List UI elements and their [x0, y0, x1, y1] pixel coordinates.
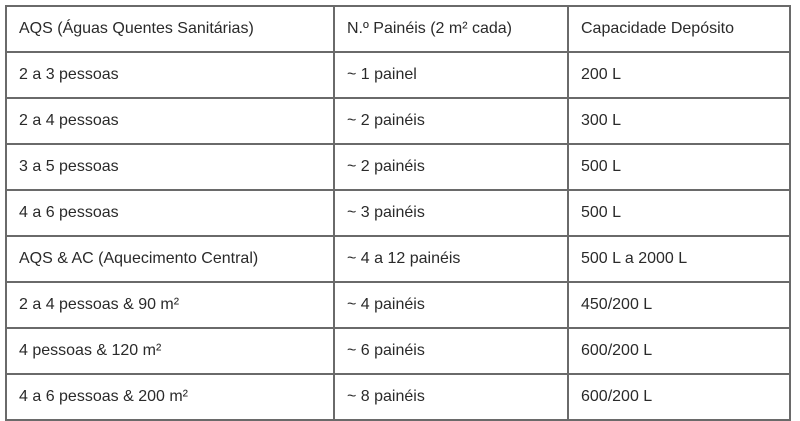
table-cell: ~ 4 painéis	[333, 281, 569, 329]
table-cell: 3 a 5 pessoas	[5, 143, 335, 191]
table-cell: ~ 6 painéis	[333, 327, 569, 375]
table-row: 2 a 4 pessoas ~ 2 painéis 300 L	[5, 97, 791, 145]
table-row: 4 a 6 pessoas & 200 m² ~ 8 painéis 600/200…	[5, 373, 791, 421]
table-cell: ~ 8 painéis	[333, 373, 569, 421]
table-cell: ~ 3 painéis	[333, 189, 569, 237]
table-row: 2 a 4 pessoas & 90 m² ~ 4 painéis 450/200 …	[5, 281, 791, 329]
table-cell: 450/200 L	[567, 281, 791, 329]
table-cell: 4 a 6 pessoas	[5, 189, 335, 237]
table-body: AQS (Águas Quentes Sanitárias) N.º Painéi…	[5, 5, 791, 421]
table-row: 4 a 6 pessoas ~ 3 painéis 500 L	[5, 189, 791, 237]
header-cell: Capacidade Depósito	[567, 5, 791, 53]
table-cell: 2 a 4 pessoas & 90 m²	[5, 281, 335, 329]
table-cell: AQS & AC (Aquecimento Central)	[5, 235, 335, 283]
solar-table: AQS (Águas Quentes Sanitárias) N.º Painéi…	[5, 5, 791, 421]
table-cell: 600/200 L	[567, 327, 791, 375]
table-cell: 300 L	[567, 97, 791, 145]
table-cell: 500 L a 2000 L	[567, 235, 791, 283]
table-cell: 2 a 3 pessoas	[5, 51, 335, 99]
table-row: 4 pessoas & 120 m² ~ 6 painéis 600/200 L	[5, 327, 791, 375]
table-cell: 4 a 6 pessoas & 200 m²	[5, 373, 335, 421]
header-cell: AQS (Águas Quentes Sanitárias)	[5, 5, 335, 53]
table-row: 2 a 3 pessoas ~ 1 painel 200 L	[5, 51, 791, 99]
table-cell: 2 a 4 pessoas	[5, 97, 335, 145]
table-row: AQS & AC (Aquecimento Central) ~ 4 a 12 p…	[5, 235, 791, 283]
table-cell: 4 pessoas & 120 m²	[5, 327, 335, 375]
table-cell: ~ 2 painéis	[333, 143, 569, 191]
table-cell: 600/200 L	[567, 373, 791, 421]
table-cell: 500 L	[567, 189, 791, 237]
table-cell: 200 L	[567, 51, 791, 99]
header-cell: N.º Painéis (2 m² cada)	[333, 5, 569, 53]
table-cell: ~ 2 painéis	[333, 97, 569, 145]
header-row: AQS (Águas Quentes Sanitárias) N.º Painéi…	[5, 5, 791, 53]
table-cell: ~ 1 painel	[333, 51, 569, 99]
table-row: 3 a 5 pessoas ~ 2 painéis 500 L	[5, 143, 791, 191]
table-cell: ~ 4 a 12 painéis	[333, 235, 569, 283]
table-cell: 500 L	[567, 143, 791, 191]
